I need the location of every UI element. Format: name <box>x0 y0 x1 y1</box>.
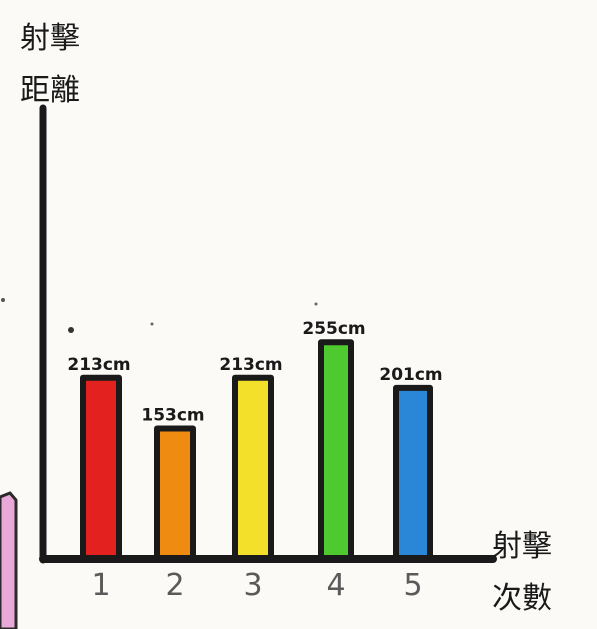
data-label: 213cm <box>67 355 130 375</box>
x-tick-label: 4 <box>326 568 345 603</box>
bar <box>318 339 354 561</box>
x-tick-label: 3 <box>243 568 262 603</box>
bar <box>80 374 122 561</box>
data-label: 153cm <box>141 406 204 426</box>
bars-layer: 213cm 1 153cm 2 213cm 3 255cm 4 201cm 5 <box>67 319 442 603</box>
bar <box>393 384 433 561</box>
x-tick-label: 2 <box>165 568 184 603</box>
crayon-fragment <box>0 491 18 629</box>
bar <box>154 425 196 561</box>
data-label: 201cm <box>379 365 442 385</box>
x-tick-label: 5 <box>403 568 422 603</box>
data-label: 213cm <box>219 355 282 375</box>
paper-speck <box>1 298 5 302</box>
paper-speck <box>150 322 154 326</box>
x-tick-label: 1 <box>91 568 110 603</box>
paper-speck <box>68 327 74 333</box>
y-axis-title: 射擊距離 <box>20 21 80 108</box>
data-label: 255cm <box>302 319 365 339</box>
bar <box>232 374 274 561</box>
paper-speck <box>314 302 318 306</box>
x-axis-title: 射擊次數 <box>492 529 552 616</box>
